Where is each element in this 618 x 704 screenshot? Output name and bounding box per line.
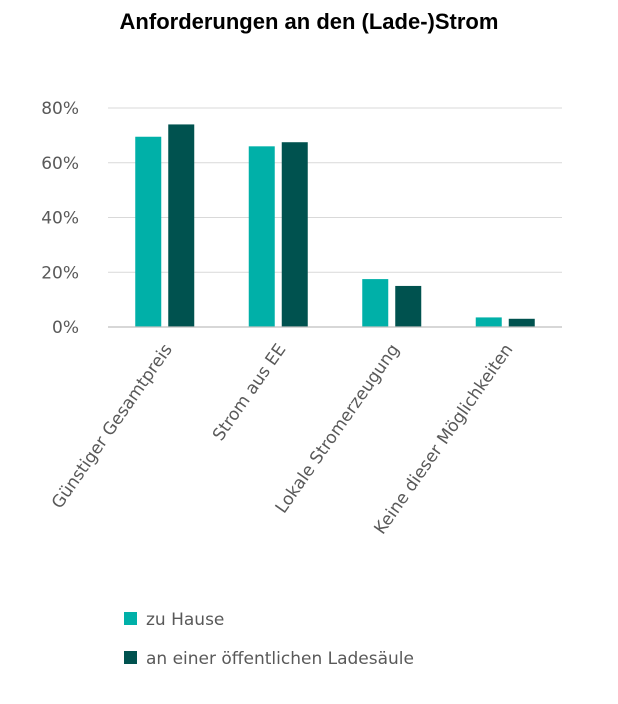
category-label: Lokale Stromerzeugung xyxy=(272,340,404,517)
bars xyxy=(135,124,535,327)
legend-swatch xyxy=(124,612,137,625)
y-tick-label: 80% xyxy=(41,99,79,119)
y-tick-label: 20% xyxy=(41,263,79,283)
bar xyxy=(135,136,162,327)
y-tick-label: 0% xyxy=(52,318,79,338)
chart-title: Anforderungen an den (Lade-)Strom xyxy=(120,9,499,34)
legend-label: zu Hause xyxy=(146,610,224,630)
bar xyxy=(248,146,275,327)
category-labels: Günstiger Gesamtpreis Strom aus EELokale … xyxy=(48,340,517,538)
category-label: Strom aus EE xyxy=(209,340,290,444)
legend-swatch xyxy=(124,651,137,664)
bar xyxy=(475,317,502,327)
category-label: Günstiger Gesamtpreis xyxy=(48,340,177,512)
y-axis-ticks: 0% 20% 40% 60% 80% xyxy=(41,99,79,338)
y-tick-label: 40% xyxy=(41,209,79,229)
bar xyxy=(508,318,535,327)
legend-label: an einer öffentlichen Ladesäule xyxy=(146,649,414,669)
bar xyxy=(281,142,308,327)
y-tick-label: 60% xyxy=(41,154,79,174)
category-label: Keine dieser Möglichkeiten xyxy=(370,340,517,538)
bar xyxy=(395,285,422,327)
bar xyxy=(362,279,389,327)
bar xyxy=(168,124,195,327)
legend: zu Hause an einer öffentlichen Ladesäule xyxy=(124,610,414,669)
